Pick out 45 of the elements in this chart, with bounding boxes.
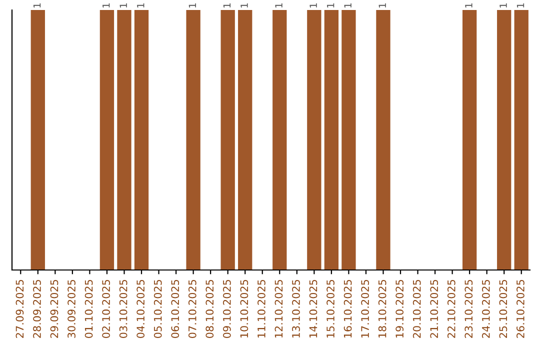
x-tick-label: 14.10.2025 [309, 280, 318, 338]
data-label: 1 [275, 3, 282, 8]
x-tick-label: 22.10.2025 [447, 280, 456, 338]
x-tick-label: 25.10.2025 [499, 280, 508, 338]
x-tick-label: 23.10.2025 [464, 280, 473, 338]
x-tick-label: 19.10.2025 [396, 280, 404, 338]
data-label: 1 [465, 3, 472, 8]
x-tick-label: 07.10.2025 [188, 280, 196, 338]
x-tick-label: 13.10.2025 [292, 280, 300, 338]
data-label: 1 [223, 3, 231, 8]
x-tick-label: 11.10.2025 [258, 280, 266, 338]
x-tick-label: 06.10.2025 [171, 280, 180, 338]
data-label: 1 [310, 3, 317, 8]
data-label: 1 [516, 3, 524, 8]
data-label: 1 [500, 3, 507, 8]
x-tick-label: 12.10.2025 [274, 280, 283, 338]
x-tick-label: 04.10.2025 [136, 280, 145, 338]
x-tick-label: 26.10.2025 [516, 280, 524, 338]
x-tick-label: 16.10.2025 [344, 280, 352, 338]
x-tick-label: 09.10.2025 [222, 280, 231, 338]
data-label: 1 [102, 3, 110, 8]
x-tick-label: 30.09.2025 [68, 280, 76, 338]
x-tick-label: 05.10.2025 [154, 280, 162, 338]
x-tick-label: 01.10.2025 [84, 280, 93, 338]
data-label: 1 [33, 3, 41, 8]
data-label: 1 [344, 3, 352, 8]
data-label: 1 [378, 3, 386, 8]
x-tick-label: 08.10.2025 [206, 280, 214, 338]
x-tick-label: 17.10.2025 [361, 280, 369, 338]
data-label: 1 [120, 3, 127, 8]
x-tick-label: 20.10.2025 [412, 280, 421, 338]
data-label: 1 [240, 3, 248, 8]
x-tick-label: 10.10.2025 [240, 280, 248, 338]
data-label: 1 [327, 3, 334, 8]
x-tick-label: 15.10.2025 [326, 280, 334, 338]
data-label: 1 [188, 3, 196, 8]
x-tick-label: 28.09.2025 [33, 280, 41, 338]
x-tick-label: 27.09.2025 [16, 280, 24, 338]
x-tick-label: 02.10.2025 [102, 280, 110, 338]
x-tick-label: 18.10.2025 [378, 280, 386, 338]
x-tick-label: 03.10.2025 [119, 280, 128, 338]
data-label: 1 [137, 3, 144, 8]
x-tick-label: 24.10.2025 [482, 280, 490, 338]
x-tick-label: 29.09.2025 [50, 280, 58, 338]
x-tick-label: 21.10.2025 [430, 280, 438, 338]
